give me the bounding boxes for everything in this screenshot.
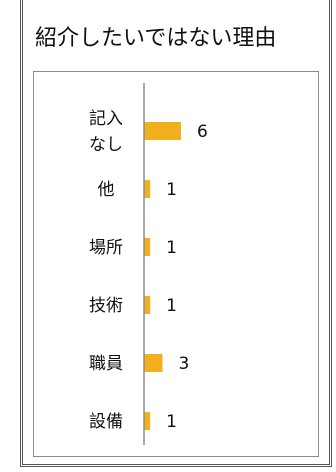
data-label-3: 1 [166,238,177,258]
data-label-1: 6 [197,122,208,142]
category-label-5: 職員 [89,354,123,374]
bar-3 [144,238,151,256]
category-label-2: 他 [98,180,115,200]
bar-2 [144,180,151,198]
category-label-3: 場所 [89,238,123,258]
chart-panel: 紹介したいではない理由 6 記入なし 1 他 1 場所 1 技術 3 職員 1 設備 [20,0,332,467]
category-label-4: 技術 [89,296,123,316]
data-label-2: 1 [166,180,177,200]
data-label-5: 3 [179,354,190,374]
data-label-4: 1 [166,296,177,316]
category-label-1-line-1: 記入 [89,109,123,129]
plot-area: 6 記入なし 1 他 1 場所 1 技術 3 職員 1 設備 [33,71,319,457]
category-label-1-line-2: なし [89,135,123,155]
bar-5 [144,354,163,372]
chart-title: 紹介したいではない理由 [35,26,277,51]
category-label-6: 設備 [89,412,123,432]
bar-1 [144,122,181,140]
bar-4 [144,296,151,314]
bar-6 [144,412,151,430]
data-label-6: 1 [166,412,177,432]
